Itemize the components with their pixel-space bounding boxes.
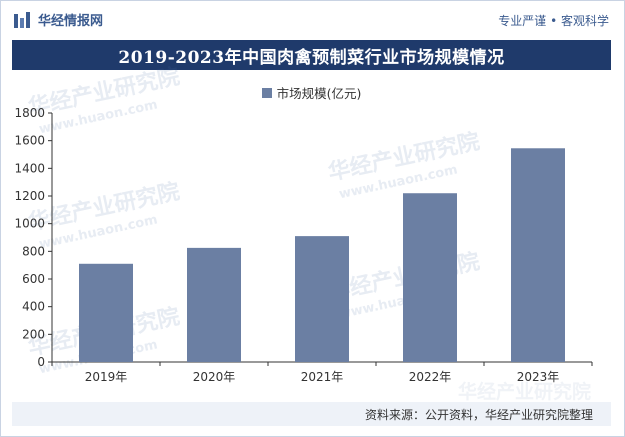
x-tick-label: 2020年 — [193, 370, 236, 384]
brand-name: 华经情报网 — [38, 14, 104, 29]
bar — [403, 193, 457, 362]
watermark-brand: 华经产业研究院 — [458, 380, 591, 403]
bar — [187, 247, 241, 362]
x-tick-label: 2022年 — [409, 370, 452, 384]
bars — [79, 148, 565, 362]
brand-logo-icon — [14, 11, 30, 28]
legend-label: 市场规模(亿元) — [276, 86, 362, 101]
y-tick-label: 0 — [37, 355, 45, 369]
slogan: 专业严谨 • 客观科学 — [498, 14, 609, 28]
y-tick-label: 1200 — [14, 189, 45, 203]
y-tick-label: 400 — [22, 300, 45, 314]
footer: 资料来源：公开资料，华经产业研究院整理 — [12, 402, 611, 426]
top-bar: 华经情报网 专业严谨 • 客观科学 — [0, 0, 623, 38]
legend: 市场规模(亿元) — [0, 83, 623, 102]
y-tick-label: 800 — [22, 244, 45, 258]
bar — [79, 263, 133, 362]
bar — [511, 148, 565, 362]
y-tick-label: 1000 — [14, 217, 45, 231]
y-tick-label: 1800 — [14, 106, 45, 120]
chart-title: 2019-2023年中国肉禽预制菜行业市场规模情况 — [12, 40, 611, 70]
x-tick-label: 2023年 — [517, 370, 560, 384]
bar — [295, 236, 349, 362]
source-note: 资料来源：公开资料，华经产业研究院整理 — [364, 408, 593, 422]
legend-swatch — [261, 87, 272, 98]
y-tick-label: 200 — [22, 327, 45, 341]
y-tick-label: 1400 — [14, 161, 45, 175]
x-tick-label: 2019年 — [85, 370, 128, 384]
x-tick-label: 2021年 — [301, 370, 344, 384]
y-axis: 0 200 400 600 800 1000 1200 1400 1600 1800 — [14, 106, 53, 369]
brand: 华经情报网 — [14, 10, 103, 29]
y-tick-label: 600 — [22, 272, 45, 286]
y-tick-label: 1600 — [14, 134, 45, 148]
